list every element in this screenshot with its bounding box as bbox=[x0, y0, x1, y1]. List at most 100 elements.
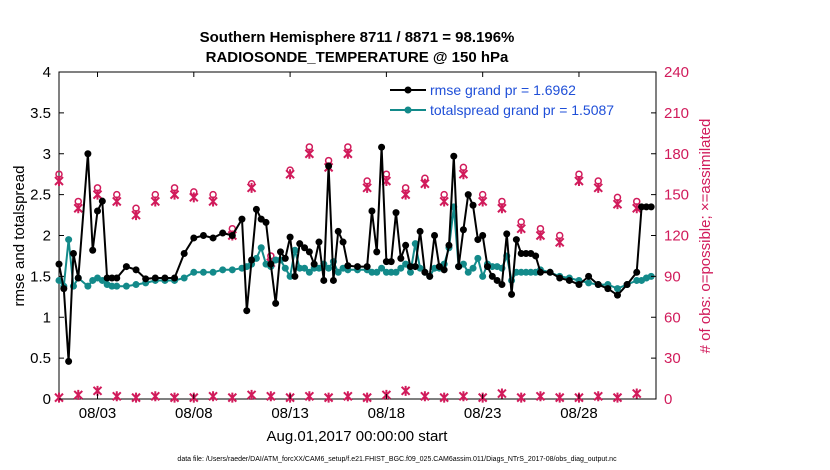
rmse-point bbox=[320, 276, 328, 284]
obs-assimilated-point bbox=[420, 178, 430, 189]
rmse-point bbox=[329, 276, 337, 284]
rmse-point bbox=[339, 238, 347, 246]
obs-low-point bbox=[150, 391, 160, 402]
rmse-point bbox=[209, 234, 217, 242]
totalspread-point bbox=[382, 268, 390, 276]
rmse-point bbox=[228, 232, 236, 239]
totalspread-point bbox=[479, 272, 487, 280]
totalspread-point bbox=[527, 268, 535, 276]
rmse-point bbox=[219, 229, 227, 237]
rmse-point bbox=[267, 260, 275, 268]
obs-low-point bbox=[112, 391, 122, 402]
rmse-point bbox=[450, 152, 458, 160]
rmse-point bbox=[74, 274, 82, 282]
rmse-point bbox=[248, 256, 256, 264]
rmse-point bbox=[445, 241, 453, 249]
rmse-point bbox=[536, 268, 544, 276]
obs-low-point bbox=[632, 388, 642, 399]
y-tick-label-left: 1 bbox=[43, 309, 51, 326]
rmse-point bbox=[585, 272, 593, 280]
rmse-point bbox=[469, 201, 477, 209]
obs-assimilated-point bbox=[535, 230, 546, 241]
totalspread-point bbox=[199, 268, 207, 276]
rmse-point bbox=[84, 150, 92, 158]
legend: rmse grand pr = 1.6962 totalspread grand… bbox=[384, 79, 648, 120]
obs-low-point bbox=[131, 392, 141, 403]
rmse-point bbox=[291, 272, 299, 280]
rmse-point bbox=[142, 275, 150, 283]
x-tick-label: 08/28 bbox=[560, 405, 598, 422]
totalspread-point bbox=[397, 264, 405, 272]
legend-spread-label: totalspread grand pr = 1.5087 bbox=[430, 102, 614, 118]
obs-assimilated-point bbox=[477, 196, 488, 207]
obs-low-point bbox=[362, 392, 372, 403]
rmse-point bbox=[565, 276, 573, 284]
rmse-point bbox=[272, 299, 280, 307]
obs-low-point bbox=[420, 391, 430, 402]
rmse-point bbox=[315, 238, 323, 246]
obs-low-point bbox=[266, 391, 276, 402]
y-tick-label-right: 90 bbox=[664, 268, 681, 285]
obs-low-point bbox=[497, 388, 507, 399]
totalspread-point bbox=[228, 266, 236, 274]
y-tick-label-left: 0.5 bbox=[30, 350, 51, 367]
totalspread-point bbox=[122, 282, 130, 290]
x-tick-label: 08/13 bbox=[271, 405, 309, 422]
totalspread-point bbox=[286, 272, 294, 280]
totalspread-point bbox=[257, 244, 265, 252]
y-tick-label-right: 210 bbox=[664, 105, 689, 122]
rmse-point bbox=[190, 234, 198, 242]
obs-assimilated-point bbox=[304, 148, 315, 159]
y-tick-label-right: 150 bbox=[664, 187, 689, 204]
rmse-point bbox=[276, 248, 284, 256]
axis-ticks: 0 0.5 1 1.5 2 2.5 3 3.5 4 0 30 60 90 120 150 180 210 240 0… bbox=[30, 64, 689, 422]
obs-low-point bbox=[458, 391, 469, 402]
obs-assimilated-point bbox=[516, 223, 526, 234]
rmse-point bbox=[503, 230, 511, 238]
y-tick-label-left: 2 bbox=[43, 228, 51, 245]
obs-assimilated-point bbox=[612, 199, 623, 210]
totalspread-point bbox=[301, 264, 309, 272]
rmse-point bbox=[161, 274, 169, 282]
rmse-point bbox=[132, 266, 140, 274]
obs-low-point bbox=[54, 392, 64, 403]
rmse-point bbox=[532, 252, 540, 260]
obs-assimilated-point bbox=[246, 182, 257, 193]
legend-box bbox=[384, 79, 648, 120]
totalspread-point bbox=[334, 268, 342, 276]
totalspread-point bbox=[281, 264, 289, 272]
rmse-point bbox=[98, 197, 106, 205]
rmse-point bbox=[488, 272, 496, 280]
obs-assimilated-point bbox=[555, 237, 565, 248]
totalspread-point bbox=[633, 276, 641, 284]
totalspread-point bbox=[190, 268, 198, 276]
obs-assimilated-point bbox=[189, 192, 199, 203]
totalspread-point bbox=[613, 285, 621, 293]
rmse-point bbox=[286, 233, 294, 241]
rmse-point bbox=[411, 263, 419, 271]
rmse-point bbox=[243, 307, 251, 315]
legend-rmse-marker bbox=[404, 86, 412, 94]
plot-area bbox=[58, 71, 657, 400]
totalspread-point bbox=[209, 268, 217, 276]
y-tick-label-right: 30 bbox=[664, 350, 681, 367]
obs-assimilated-point bbox=[150, 196, 160, 207]
rmse-point bbox=[392, 209, 400, 217]
rmse-point bbox=[305, 248, 313, 256]
y-tick-label-right: 120 bbox=[664, 228, 689, 245]
totalspread-point bbox=[65, 236, 73, 244]
rmse-point bbox=[642, 203, 650, 211]
obs-low-point bbox=[535, 391, 546, 402]
rmse-point bbox=[556, 274, 564, 282]
totalspread-point bbox=[464, 268, 472, 276]
rmse-point bbox=[55, 260, 63, 268]
totalspread-point bbox=[113, 282, 121, 290]
legend-rmse-label: rmse grand pr = 1.6962 bbox=[430, 82, 576, 98]
obs-assimilated-point bbox=[54, 176, 64, 186]
y-tick-label-left: 2.5 bbox=[30, 187, 51, 204]
rmse-point bbox=[402, 241, 410, 249]
x-tick-label: 08/08 bbox=[175, 405, 213, 422]
rmse-point bbox=[546, 268, 554, 276]
totalspread-point bbox=[84, 282, 92, 290]
